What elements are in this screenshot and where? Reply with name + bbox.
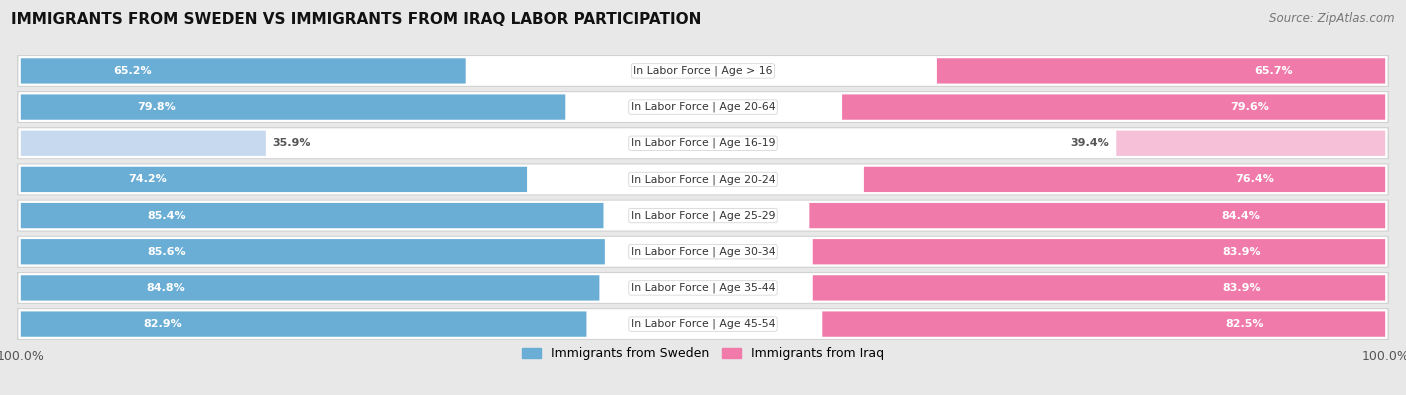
Text: Source: ZipAtlas.com: Source: ZipAtlas.com xyxy=(1270,12,1395,25)
Text: 85.6%: 85.6% xyxy=(148,247,186,257)
FancyBboxPatch shape xyxy=(21,239,605,264)
FancyBboxPatch shape xyxy=(18,165,1388,194)
Text: In Labor Force | Age > 16: In Labor Force | Age > 16 xyxy=(633,66,773,76)
FancyBboxPatch shape xyxy=(823,311,1385,337)
FancyBboxPatch shape xyxy=(813,275,1385,301)
FancyBboxPatch shape xyxy=(17,236,1389,267)
Text: In Labor Force | Age 20-64: In Labor Force | Age 20-64 xyxy=(631,102,775,112)
FancyBboxPatch shape xyxy=(21,167,527,192)
FancyBboxPatch shape xyxy=(18,237,1388,267)
FancyBboxPatch shape xyxy=(21,203,603,228)
FancyBboxPatch shape xyxy=(21,94,565,120)
FancyBboxPatch shape xyxy=(813,239,1385,264)
FancyBboxPatch shape xyxy=(21,58,465,84)
FancyBboxPatch shape xyxy=(863,167,1385,192)
Text: 79.8%: 79.8% xyxy=(138,102,176,112)
Text: In Labor Force | Age 25-29: In Labor Force | Age 25-29 xyxy=(631,210,775,221)
Text: 79.6%: 79.6% xyxy=(1230,102,1268,112)
FancyBboxPatch shape xyxy=(21,131,266,156)
FancyBboxPatch shape xyxy=(18,273,1388,303)
Legend: Immigrants from Sweden, Immigrants from Iraq: Immigrants from Sweden, Immigrants from … xyxy=(517,342,889,365)
Text: 74.2%: 74.2% xyxy=(128,175,167,184)
Text: In Labor Force | Age 45-54: In Labor Force | Age 45-54 xyxy=(631,319,775,329)
Text: 84.8%: 84.8% xyxy=(146,283,184,293)
FancyBboxPatch shape xyxy=(17,92,1389,122)
Text: 83.9%: 83.9% xyxy=(1223,283,1261,293)
FancyBboxPatch shape xyxy=(21,275,599,301)
Text: 35.9%: 35.9% xyxy=(273,138,311,148)
Text: 84.4%: 84.4% xyxy=(1222,211,1261,220)
Text: 85.4%: 85.4% xyxy=(148,211,186,220)
FancyBboxPatch shape xyxy=(17,308,1389,340)
FancyBboxPatch shape xyxy=(17,200,1389,231)
FancyBboxPatch shape xyxy=(17,273,1389,303)
FancyBboxPatch shape xyxy=(17,128,1389,159)
Text: In Labor Force | Age 20-24: In Labor Force | Age 20-24 xyxy=(631,174,775,185)
FancyBboxPatch shape xyxy=(810,203,1385,228)
Text: In Labor Force | Age 16-19: In Labor Force | Age 16-19 xyxy=(631,138,775,149)
FancyBboxPatch shape xyxy=(842,94,1385,120)
Text: 82.9%: 82.9% xyxy=(143,319,181,329)
Text: In Labor Force | Age 30-34: In Labor Force | Age 30-34 xyxy=(631,246,775,257)
FancyBboxPatch shape xyxy=(18,201,1388,230)
Text: 65.2%: 65.2% xyxy=(112,66,152,76)
FancyBboxPatch shape xyxy=(18,92,1388,122)
Text: In Labor Force | Age 35-44: In Labor Force | Age 35-44 xyxy=(631,283,775,293)
Text: 39.4%: 39.4% xyxy=(1071,138,1109,148)
FancyBboxPatch shape xyxy=(18,56,1388,86)
FancyBboxPatch shape xyxy=(17,55,1389,87)
FancyBboxPatch shape xyxy=(936,58,1385,84)
Text: IMMIGRANTS FROM SWEDEN VS IMMIGRANTS FROM IRAQ LABOR PARTICIPATION: IMMIGRANTS FROM SWEDEN VS IMMIGRANTS FRO… xyxy=(11,12,702,27)
FancyBboxPatch shape xyxy=(18,128,1388,158)
Text: 65.7%: 65.7% xyxy=(1254,66,1292,76)
FancyBboxPatch shape xyxy=(18,309,1388,339)
FancyBboxPatch shape xyxy=(21,311,586,337)
Text: 76.4%: 76.4% xyxy=(1236,175,1274,184)
Text: 83.9%: 83.9% xyxy=(1223,247,1261,257)
FancyBboxPatch shape xyxy=(17,164,1389,195)
FancyBboxPatch shape xyxy=(1116,131,1385,156)
Text: 82.5%: 82.5% xyxy=(1225,319,1264,329)
